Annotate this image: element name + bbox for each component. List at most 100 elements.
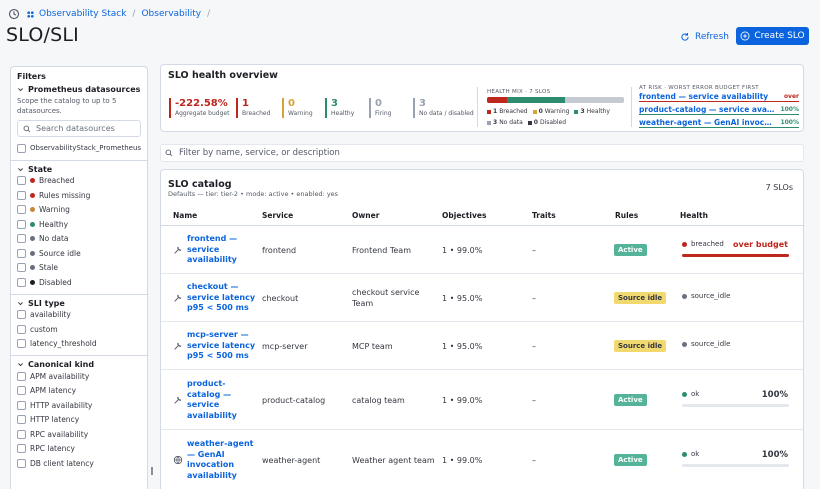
slo-name-line[interactable]: availability: [187, 470, 237, 480]
sli-type-option[interactable]: custom: [17, 322, 141, 337]
state-option[interactable]: Warning: [17, 203, 141, 218]
slo-name-line[interactable]: catalog —: [187, 389, 232, 399]
datasources-toggle[interactable]: Prometheus datasources: [17, 85, 141, 94]
at-risk-name[interactable]: weather-agent — GenAI invocation av...: [639, 118, 775, 127]
canonical-kind-option[interactable]: HTTP availability: [17, 398, 141, 413]
slo-name-link[interactable]: frontend — service availability: [187, 234, 237, 266]
canonical-kind-option[interactable]: DB client latency: [17, 456, 141, 471]
slo-name-link[interactable]: weather-agent — GenAI invocation availabili…: [187, 439, 254, 481]
slo-name-line[interactable]: service latency: [187, 340, 256, 350]
checkbox[interactable]: [17, 386, 26, 396]
slo-name-line[interactable]: p95 < 500 ms: [187, 303, 249, 313]
column-header[interactable]: Traits: [532, 211, 556, 220]
slo-name-line[interactable]: p95 < 500 ms: [187, 351, 249, 361]
sli-type-toggle[interactable]: SLI type: [17, 299, 141, 308]
state-option[interactable]: Stale: [17, 261, 141, 276]
datasource-option[interactable]: ObservabilityStack_Prometheus: [17, 141, 141, 156]
sli-type-heading: SLI type: [28, 298, 65, 308]
refresh-button[interactable]: Refresh: [680, 29, 729, 45]
checkbox[interactable]: [17, 458, 26, 468]
slo-name-line[interactable]: checkout —: [187, 282, 239, 292]
checkbox[interactable]: [17, 219, 26, 229]
column-header[interactable]: Health: [680, 211, 708, 220]
state-option[interactable]: Breached: [17, 174, 141, 189]
canonical-kind-option[interactable]: APM latency: [17, 384, 141, 399]
state-option[interactable]: Rules missing: [17, 188, 141, 203]
checkbox[interactable]: [17, 429, 26, 439]
slo-name-line[interactable]: mcp-server —: [187, 330, 249, 340]
canonical-kind-option[interactable]: RPC latency: [17, 442, 141, 457]
health-stat: -222.58% Aggregate budget: [169, 98, 229, 118]
at-risk-name[interactable]: product-catalog — service availability: [639, 105, 775, 114]
slo-name-line[interactable]: service: [187, 400, 220, 409]
at-risk-item[interactable]: frontend — service availability over: [639, 92, 799, 102]
checkbox[interactable]: [17, 263, 26, 273]
slo-name-line[interactable]: service: [187, 244, 220, 254]
history-icon[interactable]: [8, 8, 20, 20]
slo-name-line[interactable]: availability: [187, 255, 237, 265]
slo-name-link[interactable]: product-catalog — service availability: [187, 379, 237, 421]
checkbox[interactable]: [17, 339, 26, 349]
slo-name-link[interactable]: mcp-server — service latency p95 < 500 ms: [187, 330, 255, 362]
checkbox[interactable]: [17, 400, 26, 410]
service-cell: mcp-server: [262, 341, 308, 351]
checkbox[interactable]: [17, 248, 26, 258]
checkbox[interactable]: [17, 415, 26, 425]
state-option[interactable]: Healthy: [17, 217, 141, 232]
health-dot: [682, 391, 687, 397]
at-risk-item[interactable]: product-catalog — service availability 10…: [639, 105, 799, 115]
option-label: APM latency: [30, 386, 77, 396]
divider: [11, 159, 147, 161]
checkbox[interactable]: [17, 176, 26, 186]
sli-type-option[interactable]: latency_threshold: [17, 337, 141, 352]
at-risk-name[interactable]: frontend — service availability: [639, 92, 769, 101]
state-option[interactable]: Source idle: [17, 246, 141, 261]
checkbox[interactable]: [17, 324, 26, 334]
health-dot: [682, 341, 687, 347]
checkbox[interactable]: [17, 444, 26, 454]
checkbox[interactable]: [17, 190, 26, 200]
objectives-cell: 1 • 95.0%: [442, 293, 483, 303]
checkbox[interactable]: [17, 234, 26, 244]
canonical-kind-option[interactable]: APM availability: [17, 369, 141, 384]
checkbox[interactable]: [17, 143, 26, 153]
traits-cell: –: [532, 293, 536, 303]
checkbox[interactable]: [17, 371, 26, 381]
breadcrumb-observability-stack[interactable]: Observability Stack: [26, 9, 126, 19]
slo-name-line[interactable]: frontend —: [187, 234, 238, 244]
column-header[interactable]: Rules: [615, 211, 639, 220]
slo-name-line[interactable]: weather-agent: [187, 439, 254, 448]
globe-icon: [173, 455, 183, 465]
slo-name-line[interactable]: invocation: [187, 460, 235, 469]
owner-cell: Frontend Team: [352, 245, 411, 256]
canonical-kind-option[interactable]: HTTP latency: [17, 413, 141, 428]
slo-name-line[interactable]: product-: [187, 379, 226, 388]
breadcrumb-observability[interactable]: Observability: [141, 9, 201, 19]
column-header[interactable]: Owner: [352, 211, 380, 220]
state-option[interactable]: No data: [17, 232, 141, 247]
checkbox[interactable]: [17, 310, 26, 320]
slo-name-line[interactable]: — GenAI: [187, 449, 225, 459]
column-header[interactable]: Name: [173, 211, 198, 220]
service-cell: frontend: [262, 245, 297, 255]
sli-type-option[interactable]: availability: [17, 308, 141, 323]
create-slo-button[interactable]: Create SLO: [736, 27, 809, 45]
sidebar-resize-handle[interactable]: ‖: [150, 466, 154, 475]
at-risk-item[interactable]: weather-agent — GenAI invocation av... 10…: [639, 118, 799, 128]
column-header[interactable]: Service: [262, 211, 294, 220]
state-toggle[interactable]: State: [17, 165, 141, 174]
catalog-filter-input[interactable]: Filter by name, service, or description: [160, 144, 804, 162]
at-risk-tag: over: [783, 93, 799, 100]
checkbox[interactable]: [17, 205, 26, 215]
slo-name-line[interactable]: availability: [187, 410, 237, 420]
canonical-kind-option[interactable]: RPC availability: [17, 427, 141, 442]
canonical-kind-toggle[interactable]: Canonical kind: [17, 360, 141, 369]
slo-name-link[interactable]: checkout — service latency p95 < 500 ms: [187, 282, 255, 314]
checkbox[interactable]: [17, 277, 26, 287]
column-header[interactable]: Objectives: [442, 211, 487, 220]
budget-percent: 100%: [761, 450, 788, 460]
slo-name-line[interactable]: service latency: [187, 292, 256, 302]
service-cell: product-catalog: [262, 395, 326, 405]
datasource-search-input[interactable]: Search datasources: [17, 120, 141, 137]
state-option[interactable]: Disabled: [17, 275, 141, 290]
